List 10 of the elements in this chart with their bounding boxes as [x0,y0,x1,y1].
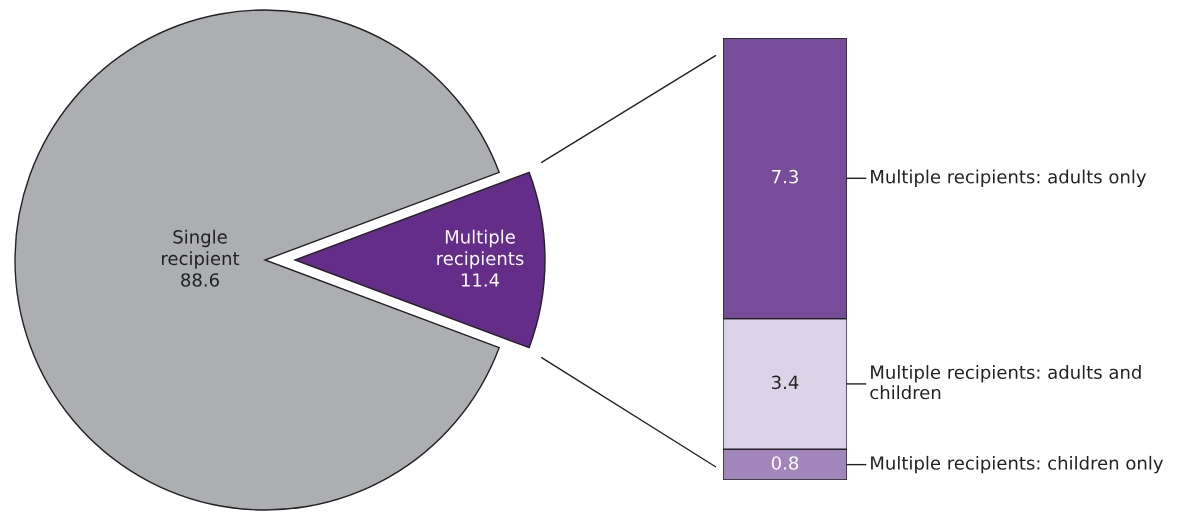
data-label: 7.3 [772,169,798,184]
data-label: 3.4 [772,375,799,390]
data-label: 88.6 [181,273,219,287]
legend-label: Multiple recipients: adults and children [870,365,1141,400]
slice-label: Single recipient [162,229,240,269]
legend-label: Multiple recipients: adults only [871,169,1147,188]
data-label: 11.4 [461,273,500,287]
data-label: 0.8 [771,456,799,470]
slice-label: Multiple recipients [437,229,524,269]
legend-label: Multiple recipients: children only [871,455,1164,474]
